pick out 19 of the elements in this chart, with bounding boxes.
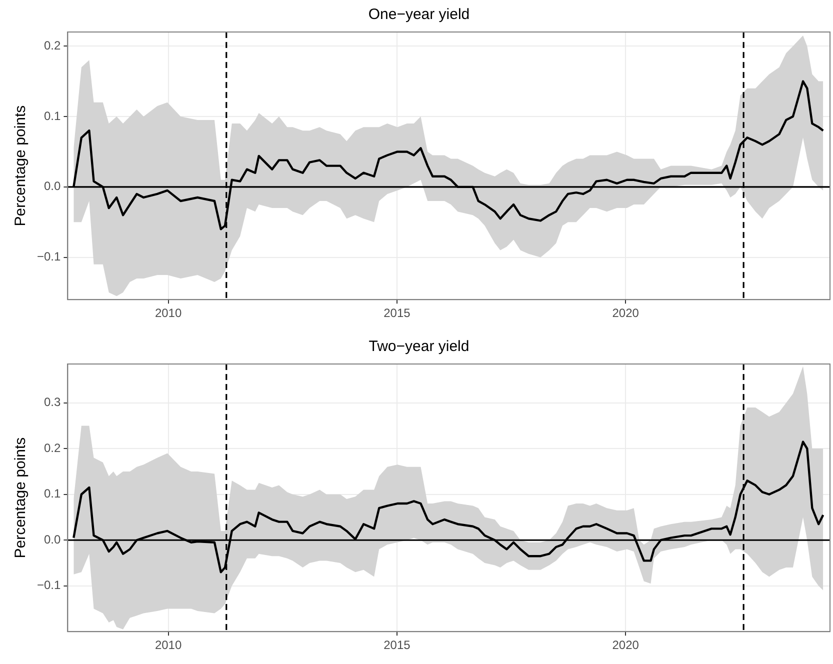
x-tick-label: 2015 xyxy=(384,306,411,320)
chart-title: Two−year yield xyxy=(368,338,470,356)
y-tick-label: 0.1 xyxy=(44,108,62,123)
x-tick-label: 2020 xyxy=(612,306,640,320)
y-tick-label: 0.1 xyxy=(44,486,62,501)
y-tick-label: −0.1 xyxy=(36,578,61,592)
x-tick-label: 2015 xyxy=(384,638,411,652)
y-axis-title: Percentage points xyxy=(12,437,30,558)
x-tick-label: 2020 xyxy=(612,638,640,652)
y-tick-label: 0.2 xyxy=(44,440,62,455)
chart-title: One−year yield xyxy=(368,6,470,24)
y-tick-label: 0.0 xyxy=(44,532,62,546)
x-tick-label: 2010 xyxy=(154,638,182,652)
y-tick-label: 0.0 xyxy=(44,179,62,194)
y-axis-title: Percentage points xyxy=(12,105,30,226)
y-tick-label: 0.2 xyxy=(44,38,62,52)
x-tick-label: 2010 xyxy=(154,306,182,320)
y-tick-label: −0.1 xyxy=(36,250,61,264)
y-tick-label: 0.3 xyxy=(44,395,62,410)
